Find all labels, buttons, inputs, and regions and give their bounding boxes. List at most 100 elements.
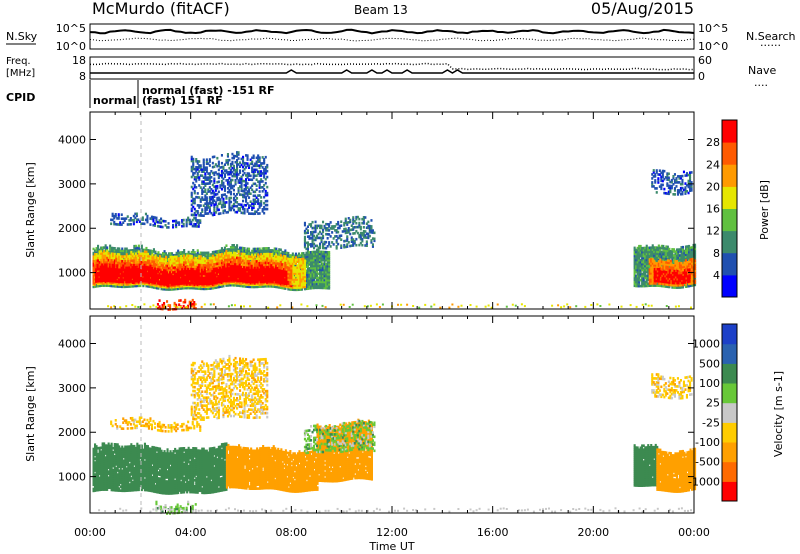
power-cell — [201, 261, 204, 264]
power-cell — [193, 251, 196, 254]
power-cell — [293, 274, 296, 278]
power-cell — [276, 283, 279, 287]
power-cell — [245, 255, 248, 258]
power-cell — [196, 261, 199, 264]
power-cell — [169, 288, 172, 291]
power-cell — [260, 251, 263, 254]
power-cell — [229, 255, 232, 259]
power-cell — [193, 262, 196, 266]
power-cell — [127, 255, 130, 258]
power-cell — [258, 255, 261, 258]
power-cell — [119, 249, 122, 253]
power-cell — [291, 288, 294, 291]
power-cell — [279, 284, 282, 287]
power-cell — [160, 255, 163, 259]
power-cell — [278, 257, 281, 261]
power-cell — [178, 285, 181, 288]
power-cell — [319, 266, 322, 270]
power-cell — [208, 261, 211, 264]
power-cell — [97, 254, 100, 258]
power-cell — [98, 284, 101, 288]
power-cell — [326, 280, 329, 284]
power-cell — [152, 286, 155, 289]
power-cell — [305, 281, 308, 285]
power-cell — [225, 252, 228, 255]
power-cell — [154, 256, 157, 259]
power-cell — [293, 276, 296, 279]
power-cell — [219, 283, 222, 286]
power-cell — [110, 246, 113, 250]
power-cell — [294, 276, 297, 280]
power-cell — [228, 250, 231, 253]
power-cell — [216, 250, 219, 253]
power-cell — [181, 255, 184, 258]
power-cell — [103, 252, 106, 255]
power-cell — [122, 259, 125, 262]
power-cell — [97, 252, 100, 256]
power-cell — [311, 278, 314, 282]
power-cell — [293, 280, 296, 283]
power-cell — [319, 282, 322, 286]
power-cell — [278, 255, 281, 259]
power-cell — [328, 279, 331, 282]
power-cell — [113, 247, 116, 250]
power-cell — [180, 253, 183, 256]
power-cell — [290, 260, 293, 263]
power-cell — [174, 255, 177, 259]
power-cell — [98, 248, 101, 252]
power-cell — [284, 285, 287, 288]
power-cell — [112, 254, 115, 258]
power-cell — [204, 261, 207, 264]
power-cell — [98, 256, 101, 259]
power-cell — [168, 252, 171, 255]
power-cell — [326, 282, 329, 286]
power-cell — [171, 254, 174, 257]
power-cell — [306, 261, 309, 264]
power-cell — [279, 258, 282, 261]
power-cell — [95, 254, 98, 258]
power-cell — [152, 250, 155, 253]
power-cell — [294, 284, 297, 287]
power-cell — [172, 254, 175, 257]
power-cell — [162, 257, 165, 261]
power-cell — [171, 255, 174, 259]
power-cell — [320, 268, 323, 272]
power-cell — [267, 285, 270, 288]
power-cell — [239, 282, 242, 285]
power-cell — [231, 244, 234, 247]
power-cell — [152, 256, 155, 259]
power-cell — [183, 286, 186, 290]
power-cell — [234, 253, 237, 257]
power-cell — [163, 250, 166, 253]
power-cell — [306, 265, 309, 268]
power-cell — [149, 257, 152, 260]
power-cell — [308, 287, 311, 290]
power-cell — [287, 255, 290, 259]
power-cell — [145, 256, 148, 260]
power-cell — [198, 255, 201, 258]
power-cell — [101, 282, 104, 285]
power-cell — [322, 278, 325, 282]
power-cell — [133, 252, 136, 256]
power-cell — [264, 252, 267, 256]
power-cell — [328, 257, 331, 260]
power-cell — [154, 284, 157, 287]
power-cell — [174, 287, 177, 291]
power-cell — [245, 259, 248, 262]
power-cell — [178, 287, 181, 290]
power-cell — [171, 257, 174, 261]
power-cell — [242, 256, 245, 260]
power-cell — [222, 282, 225, 286]
power-cell — [175, 251, 178, 255]
power-cell — [273, 247, 276, 250]
power-cell — [168, 258, 171, 261]
power-cell — [175, 255, 178, 259]
power-cell — [279, 286, 282, 289]
power-cell — [202, 253, 205, 257]
power-cell — [103, 246, 106, 249]
power-cell — [282, 254, 285, 258]
power-cell — [101, 254, 104, 257]
power-cell — [266, 285, 269, 288]
power-cell — [98, 254, 101, 257]
